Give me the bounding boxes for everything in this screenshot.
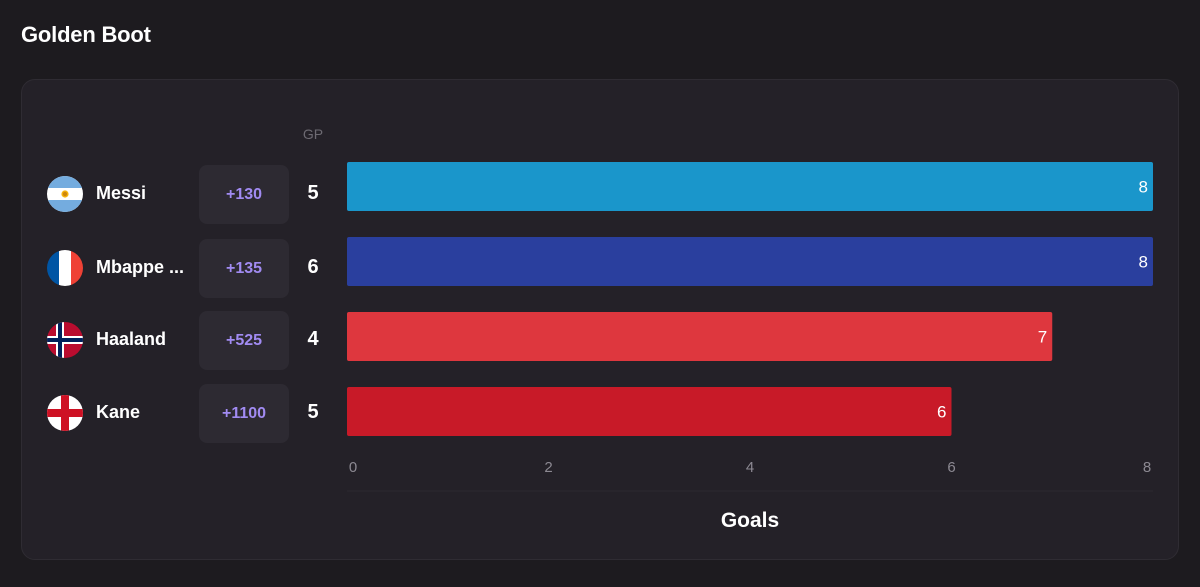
odds-button[interactable]: +135 xyxy=(199,239,289,298)
x-tick-label: 8 xyxy=(1143,459,1151,476)
goals-bar xyxy=(347,312,1053,361)
player-row: Mbappe ... +135 6 xyxy=(0,239,345,298)
odds-button[interactable]: +130 xyxy=(199,165,289,224)
odds-button[interactable]: +1100 xyxy=(199,384,289,443)
bar-value-label: 6 xyxy=(937,403,946,422)
goals-bar xyxy=(347,237,1153,286)
goals-bar xyxy=(347,162,1153,211)
odds-button[interactable]: +525 xyxy=(199,311,289,370)
england-flag-icon xyxy=(47,395,83,431)
games-played-value: 6 xyxy=(307,256,319,278)
player-row: Kane +1100 5 xyxy=(0,384,345,443)
x-tick-label: 4 xyxy=(746,459,754,476)
page-title: Golden Boot xyxy=(21,22,151,47)
x-tick-label: 2 xyxy=(544,459,552,476)
france-flag-icon xyxy=(47,250,83,286)
x-tick-label: 6 xyxy=(947,459,955,476)
games-played-value: 5 xyxy=(307,182,319,204)
player-row: Messi +130 5 xyxy=(0,165,345,224)
bar-value-label: 8 xyxy=(1139,178,1148,197)
bar-value-label: 8 xyxy=(1139,253,1148,272)
norway-flag-icon xyxy=(47,322,83,358)
games-played-value: 4 xyxy=(307,328,319,350)
x-axis-title: Goals xyxy=(721,509,779,532)
player-row: Haaland +525 4 xyxy=(0,311,345,370)
bar-value-label: 7 xyxy=(1038,328,1047,347)
games-played-value: 5 xyxy=(307,401,319,423)
goals-bar xyxy=(347,387,952,436)
argentina-flag-icon xyxy=(47,176,83,212)
gp-column-header: GP xyxy=(302,126,324,142)
x-tick-label: 0 xyxy=(349,459,357,476)
